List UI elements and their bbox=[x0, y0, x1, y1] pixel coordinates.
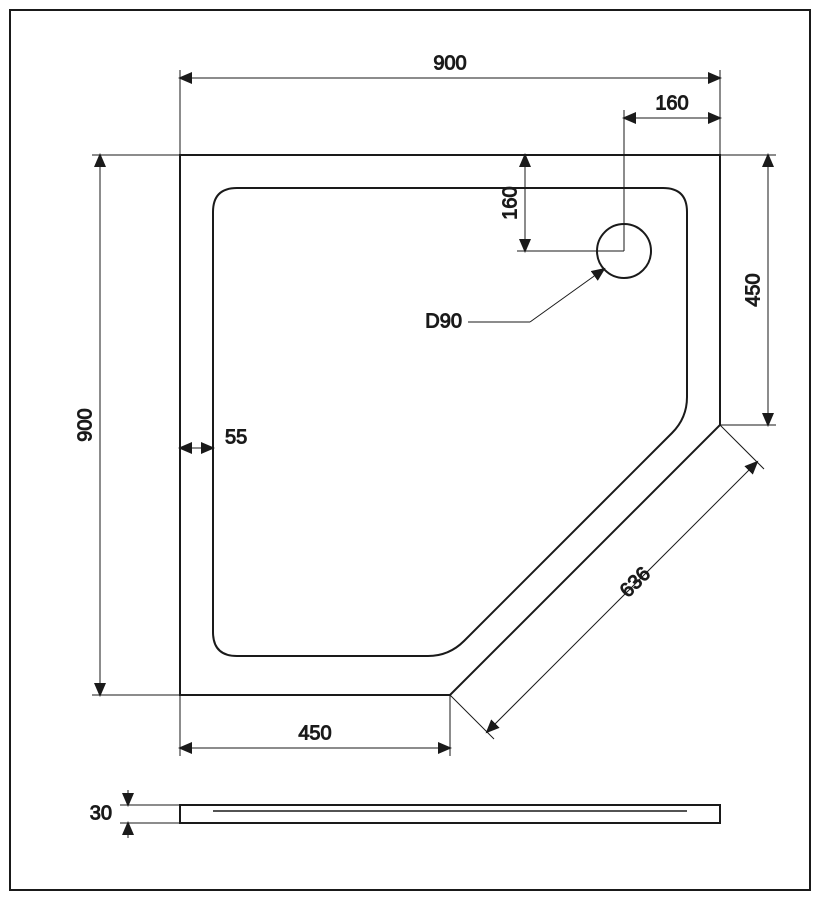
dim-overall-height-label: 900 bbox=[74, 408, 96, 441]
dim-drain-diameter: D90 bbox=[425, 269, 604, 332]
dim-drain-from-top-label: 160 bbox=[499, 186, 521, 219]
technical-drawing-canvas: 900 160 160 900 450 bbox=[0, 0, 820, 900]
plan-view bbox=[180, 155, 720, 695]
side-view bbox=[180, 805, 720, 823]
dim-overall-width: 900 bbox=[180, 52, 720, 155]
dim-half-width: 450 bbox=[180, 695, 450, 756]
dim-half-height-label: 450 bbox=[742, 273, 764, 306]
dim-thickness-label: 30 bbox=[90, 802, 112, 824]
dim-diagonal-label: 636 bbox=[616, 563, 655, 602]
dim-half-height: 450 bbox=[720, 155, 776, 425]
dim-overall-width-label: 900 bbox=[433, 52, 466, 74]
dim-drain-from-top: 160 bbox=[499, 155, 624, 251]
side-slab bbox=[180, 805, 720, 823]
tray-outer-outline bbox=[180, 155, 720, 695]
dim-thickness: 30 bbox=[90, 790, 180, 838]
dim-wall-offset-label: 55 bbox=[225, 426, 247, 448]
dim-drain-from-right-label: 160 bbox=[655, 92, 688, 114]
dim-drain-diameter-label: D90 bbox=[425, 310, 462, 332]
drawing-frame bbox=[10, 10, 810, 890]
dim-half-width-label: 450 bbox=[298, 722, 331, 744]
dim-diagonal: 636 bbox=[450, 425, 764, 739]
dim-overall-height: 900 bbox=[74, 155, 180, 695]
